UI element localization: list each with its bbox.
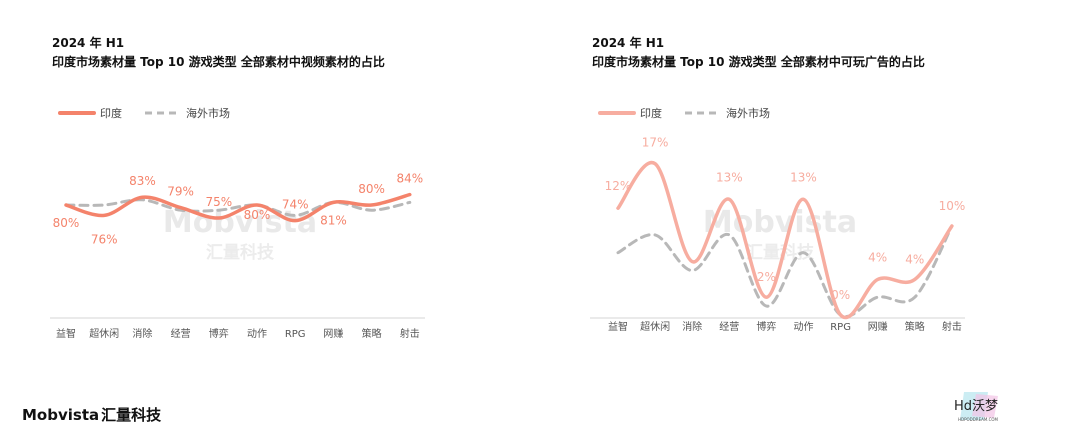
data-label: 80% (53, 216, 80, 230)
data-label: 17% (642, 136, 669, 150)
data-label: 4% (868, 250, 887, 264)
data-label: 74% (282, 198, 309, 212)
legend-label-overseas: 海外市场 (186, 106, 230, 120)
data-label: 83% (129, 174, 156, 188)
data-label: 79% (167, 185, 194, 199)
series-line-overseas (616, 224, 954, 318)
chart-panel-video: 2024 年 H1 印度市场素材量 Top 10 游戏类型 全部素材中视频素材的… (50, 36, 425, 340)
x-tick-label: 动作 (247, 328, 267, 340)
data-label: 76% (91, 232, 118, 246)
x-tick-label: 射击 (942, 321, 962, 333)
x-tick-label: 网赚 (323, 327, 343, 340)
data-label: 2% (757, 270, 776, 284)
legend-label-india: 印度 (640, 106, 662, 120)
data-label: 12% (605, 179, 632, 193)
x-tick-label: 射击 (400, 328, 420, 340)
x-tick-label: 博弈 (209, 327, 229, 340)
footer-brand: Mobvista (22, 406, 100, 424)
x-tick-label: RPG (830, 322, 851, 333)
x-tick-label: RPG (285, 329, 306, 340)
x-tick-label: 超休闲 (640, 320, 670, 333)
data-label: 0% (831, 288, 850, 302)
badge-subtext: HDPODDREAM.COM (958, 417, 999, 422)
legend-label-india: 印度 (100, 106, 122, 120)
data-label: 4% (905, 252, 924, 266)
footer-brand-cn: 汇量科技 (101, 406, 162, 424)
x-tick-label: 策略 (905, 320, 925, 333)
hd-dream-logo: Hd沃梦 HDPODDREAM.COM (954, 392, 999, 422)
x-tick-label: 消除 (682, 320, 702, 333)
chart-panel-playable: 2024 年 H1 印度市场素材量 Top 10 游戏类型 全部素材中可玩广告的… (540, 0, 1080, 433)
x-tick-label: 动作 (794, 321, 814, 333)
x-tick-label: 网赚 (868, 320, 888, 333)
x-tick-label: 益智 (56, 327, 76, 340)
data-label: 75% (205, 195, 232, 209)
chart-title: 印度市场素材量 Top 10 游戏类型 全部素材中视频素材的占比 (52, 55, 385, 69)
x-tick-label: 超休闲 (89, 327, 119, 340)
x-tick-label: 消除 (132, 327, 152, 340)
data-label: 10% (939, 199, 966, 213)
data-label: 81% (320, 213, 347, 227)
badge-text: Hd沃梦 (954, 399, 998, 414)
x-tick-label: 博弈 (756, 320, 776, 333)
x-tick-label: 经营 (171, 327, 191, 340)
x-tick-label: 益智 (608, 320, 628, 333)
legend-label-overseas: 海外市场 (726, 106, 770, 120)
series-line-india (616, 160, 954, 320)
data-label: 80% (244, 208, 271, 222)
chart-period: 2024 年 H1 (592, 36, 665, 50)
watermark-cn: 汇量科技 (206, 242, 275, 263)
x-tick-label: 经营 (719, 320, 739, 333)
chart-period: 2024 年 H1 (52, 36, 125, 50)
data-label: 84% (396, 172, 423, 186)
series-line-overseas (64, 198, 412, 217)
chart-title: 印度市场素材量 Top 10 游戏类型 全部素材中可玩广告的占比 (592, 55, 925, 69)
watermark-cn: 汇量科技 (746, 242, 815, 263)
x-tick-label: 策略 (362, 327, 382, 340)
data-label: 80% (358, 182, 385, 196)
series-line-india (64, 192, 412, 223)
data-label: 13% (716, 170, 743, 184)
footer-logo: Mobvista 汇量科技 (22, 404, 161, 425)
data-label: 13% (790, 170, 817, 184)
